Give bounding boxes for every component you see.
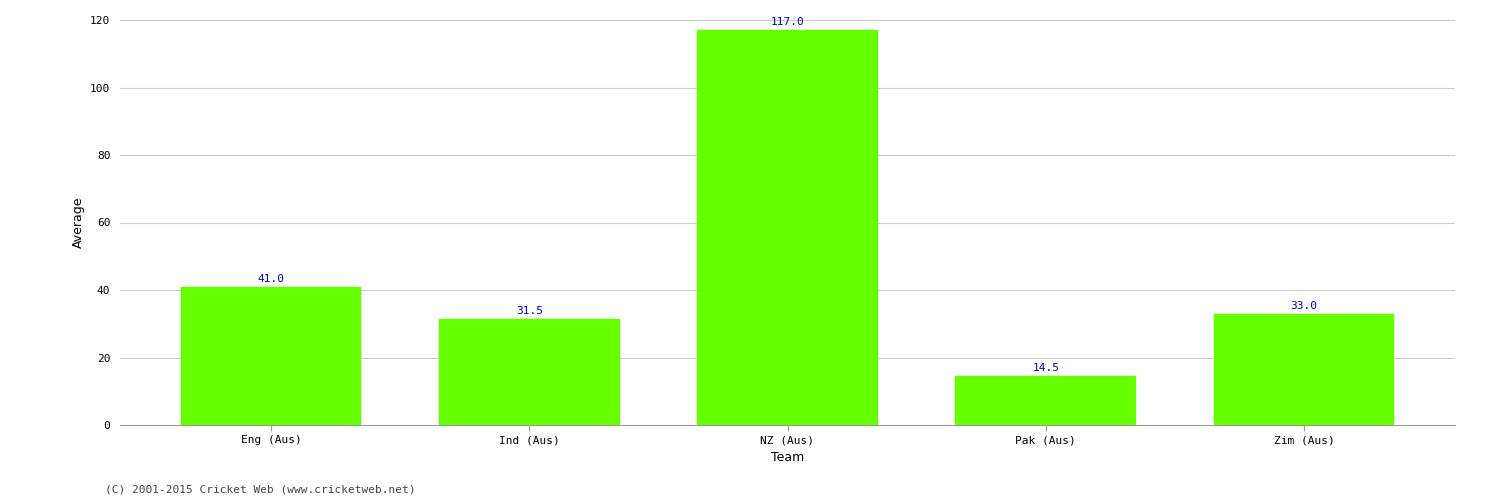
Text: 41.0: 41.0 <box>258 274 285 284</box>
Bar <box>440 318 620 425</box>
Bar <box>180 286 362 425</box>
Text: 31.5: 31.5 <box>516 306 543 316</box>
Text: 14.5: 14.5 <box>1032 364 1059 374</box>
Bar <box>1214 314 1395 425</box>
Y-axis label: Average: Average <box>72 196 84 248</box>
Text: (C) 2001-2015 Cricket Web (www.cricketweb.net): (C) 2001-2015 Cricket Web (www.cricketwe… <box>105 485 416 495</box>
X-axis label: Team: Team <box>771 451 804 464</box>
Bar <box>956 376 1136 425</box>
Text: 33.0: 33.0 <box>1290 301 1317 311</box>
Text: 117.0: 117.0 <box>771 18 804 28</box>
Bar <box>698 30 877 425</box>
